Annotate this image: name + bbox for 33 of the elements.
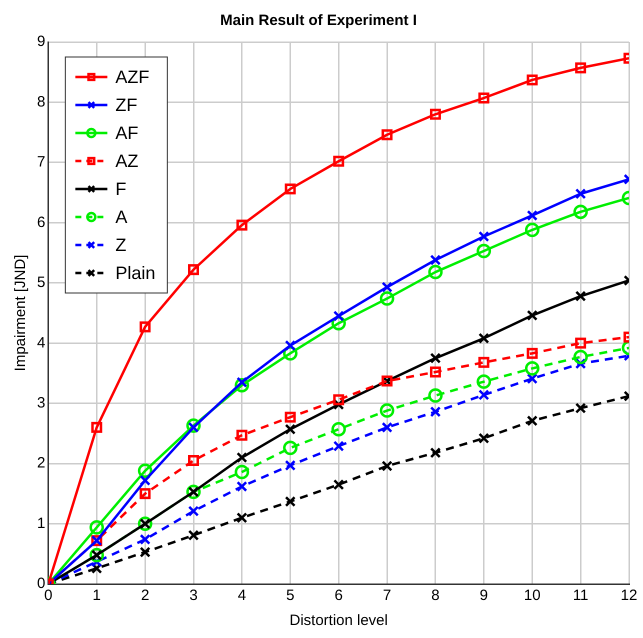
- y-tick-label: 8: [37, 93, 46, 110]
- x-tick-label: 2: [140, 587, 150, 604]
- x-tick-label: 1: [92, 587, 101, 604]
- legend-label: AZ: [115, 150, 138, 171]
- legend-label: Z: [115, 234, 126, 255]
- x-tick-label: 6: [334, 587, 343, 604]
- x-tick-label: 4: [238, 587, 246, 604]
- y-axis-title: Impairment [JND]: [12, 254, 30, 372]
- chart-title: Main Result of Experiment I: [220, 12, 417, 30]
- y-tick-label: 4: [37, 334, 46, 352]
- x-tick-label: 11: [572, 587, 588, 604]
- legend-label: A: [115, 206, 128, 227]
- legend-label: AZF: [115, 66, 150, 87]
- x-tick-label: 8: [431, 587, 440, 604]
- y-tick-label: 6: [37, 214, 46, 231]
- y-tick-label: 5: [37, 274, 46, 292]
- legend-label: ZF: [115, 94, 138, 115]
- x-tick-label: 3: [189, 587, 198, 604]
- legend-label: Plain: [115, 262, 156, 283]
- x-tick-label: 5: [286, 587, 294, 604]
- y-tick-label: 3: [37, 394, 46, 412]
- x-tick-label: 7: [382, 587, 392, 604]
- y-tick-label: 7: [37, 154, 46, 171]
- y-tick-label: 1: [37, 514, 46, 532]
- y-tick-label: 0: [37, 575, 46, 592]
- x-tick-label: 9: [480, 587, 488, 604]
- y-tick-label: 9: [37, 33, 46, 50]
- x-tick-label: 12: [620, 587, 638, 604]
- y-tick-label: 2: [37, 454, 46, 472]
- legend-label: F: [115, 178, 126, 199]
- x-tick-label: 10: [524, 587, 541, 604]
- x-axis-title: Distortion level: [289, 612, 388, 630]
- legend-label: AF: [115, 122, 138, 143]
